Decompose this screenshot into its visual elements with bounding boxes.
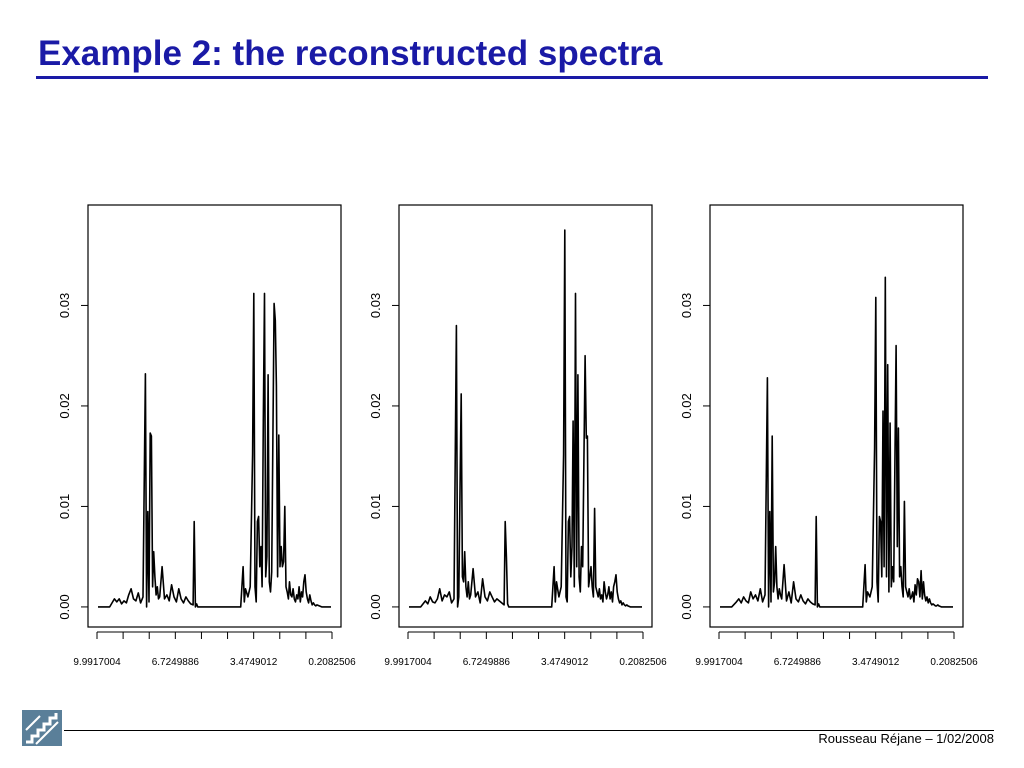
spectrum-line [720, 276, 953, 608]
y-tick-label: 0.01 [57, 494, 72, 519]
x-tick-label: 6.7249886 [463, 657, 511, 668]
x-tick-label: 9.9917004 [695, 657, 743, 668]
x-tick-label: 3.4749012 [852, 657, 900, 668]
x-tick-label: 0.2082506 [308, 657, 356, 668]
x-tick-label: 0.2082506 [930, 657, 978, 668]
y-tick-label: 0.03 [57, 293, 72, 318]
title-underline [36, 76, 988, 79]
x-tick-label: 6.7249886 [152, 657, 200, 668]
y-tick-label: 0.03 [679, 293, 694, 318]
y-tick-label: 0.02 [57, 393, 72, 418]
x-tick-label: 3.4749012 [541, 657, 589, 668]
spectrum-panel-2: 0.00 0.01 0.02 0.03 9.9917004 6.7249886 3.4749… [368, 204, 667, 668]
plot-frame [87, 204, 342, 628]
plot-frame [709, 204, 964, 628]
plot-frame [398, 204, 653, 628]
footer-rule [64, 730, 994, 731]
spectrum-panel-1: 0.00 0.01 0.02 0.03 9.9917004 6.7249886 3.4749… [57, 204, 356, 668]
y-tick-label: 0.02 [679, 393, 694, 418]
footer-text: Rousseau Réjane – 1/02/2008 [818, 731, 994, 746]
y-tick-label: 0.01 [368, 494, 383, 519]
slide-title: Example 2: the reconstructed spectra [38, 34, 663, 73]
y-tick-label: 0.00 [679, 594, 694, 619]
spectrum-line [98, 292, 331, 608]
x-tick-label: 6.7249886 [774, 657, 822, 668]
spectra-charts: 0.00 0.01 0.02 0.03 9.9917004 6.7249886 3.4749… [57, 204, 978, 668]
x-tick-label: 9.9917004 [73, 657, 121, 668]
y-tick-label: 0.03 [368, 293, 383, 318]
spectrum-panel-3: 0.00 0.01 0.02 0.03 9.9917004 6.7249886 3.4749… [679, 204, 978, 668]
x-tick-label: 9.9917004 [384, 657, 432, 668]
y-tick-label: 0.00 [57, 594, 72, 619]
y-tick-label: 0.01 [679, 494, 694, 519]
stairs-logo-icon [22, 710, 62, 746]
y-tick-label: 0.02 [368, 393, 383, 418]
spectrum-line [409, 229, 642, 608]
x-tick-label: 0.2082506 [619, 657, 667, 668]
x-tick-label: 3.4749012 [230, 657, 278, 668]
y-tick-label: 0.00 [368, 594, 383, 619]
